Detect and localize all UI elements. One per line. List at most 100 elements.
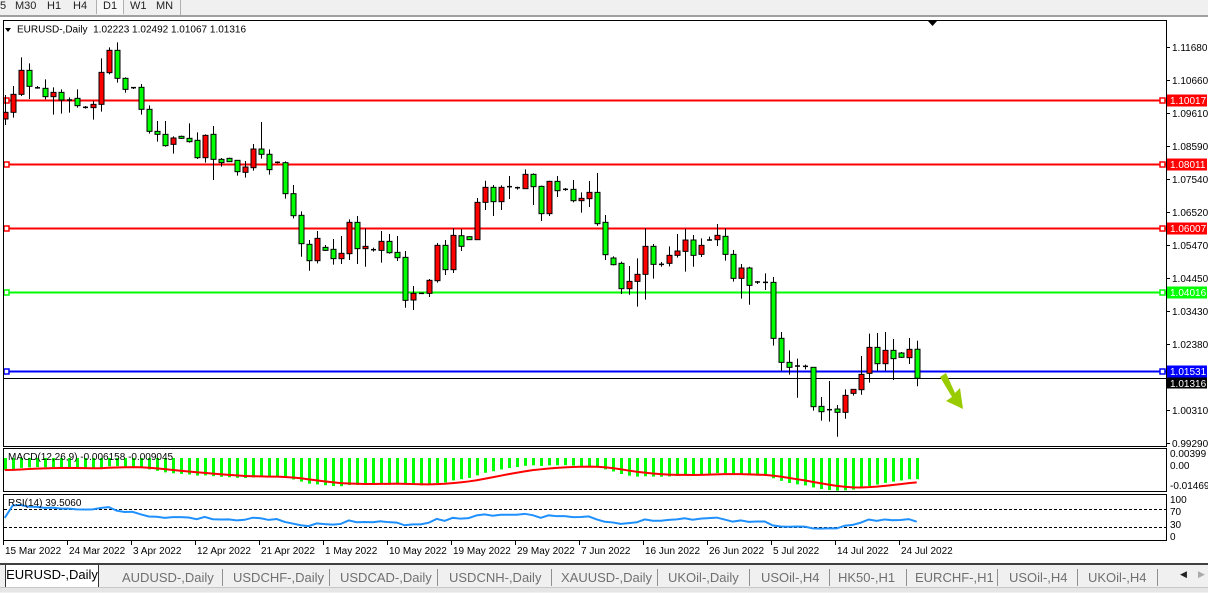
date-label: 29 May 2022	[517, 546, 575, 557]
candle	[170, 136, 177, 154]
candle-body	[42, 87, 49, 98]
level-price-label: 1.08011	[1170, 160, 1206, 171]
tab-usdcnh-daily[interactable]: USDCNH-,Daily	[449, 570, 542, 585]
level-handle[interactable]	[1159, 289, 1166, 296]
macd-bar	[420, 457, 423, 486]
level-handle[interactable]	[4, 161, 10, 168]
level-handle[interactable]	[1159, 225, 1166, 232]
timeframe-button-h4[interactable]: H4	[73, 0, 88, 12]
macd-bar	[516, 457, 519, 468]
candle	[834, 405, 841, 437]
chart-window[interactable]: 1.11680 1.10660 1.09610 1.08590 1.07540 1.065…	[0, 17, 1208, 563]
macd-bar	[76, 457, 79, 469]
candle-body	[458, 235, 465, 247]
level-handle[interactable]	[4, 97, 10, 104]
tab-usoil-h4-2[interactable]: USOil-,H4	[1009, 570, 1068, 585]
candle	[362, 228, 369, 267]
tab-ukoil-h4[interactable]: UKOil-,H4	[1088, 570, 1147, 585]
candle	[482, 180, 489, 210]
candle	[290, 185, 297, 219]
level-handle[interactable]	[1159, 161, 1166, 168]
candle-body	[490, 186, 497, 203]
macd-bar	[804, 457, 807, 486]
shift-marker-triangle-down-icon[interactable]	[928, 21, 937, 26]
timeframe-button-m30[interactable]: M30	[15, 0, 37, 12]
level-handle[interactable]	[4, 368, 10, 375]
macd-bar	[732, 457, 735, 475]
rsi-axis-70: 70	[1170, 507, 1182, 518]
macd-bar	[636, 457, 639, 477]
toolbar-separator	[180, 0, 181, 15]
tab-xauusd-daily[interactable]: XAUUSD-,Daily	[561, 570, 653, 585]
candle	[394, 236, 401, 262]
candle	[914, 340, 921, 387]
tab-hk50-h1[interactable]: HK50-,H1	[838, 570, 896, 585]
candle-body	[882, 349, 889, 365]
candle-body	[898, 352, 905, 358]
macd-bar	[676, 457, 679, 477]
candle-body	[90, 103, 97, 109]
candle	[786, 350, 793, 375]
timeframe-button-d1[interactable]: D1	[96, 0, 125, 14]
candle	[890, 339, 897, 381]
timeframe-button-m5[interactable]: 5	[0, 0, 7, 12]
candle	[178, 135, 185, 140]
candle-body	[602, 221, 609, 256]
timeframe-button-w1[interactable]: W1	[130, 0, 147, 12]
level-handle[interactable]	[4, 289, 10, 296]
candle	[154, 120, 161, 142]
current-price-tag	[1167, 377, 1207, 389]
candle-body	[554, 180, 561, 192]
macd-bar	[604, 457, 607, 470]
tab-usdcad-daily[interactable]: USDCAD-,Daily	[340, 570, 432, 585]
candle	[234, 159, 241, 176]
macd-bar	[908, 457, 911, 480]
macd-bar	[276, 457, 279, 478]
macd-bar	[460, 457, 463, 480]
level-price-label: 1.01531	[1170, 367, 1207, 378]
timeframe-button-h1[interactable]: H1	[47, 0, 62, 12]
current-price-tag-text: 1.01316	[1170, 379, 1207, 390]
candle	[338, 236, 345, 265]
tab-eurusd-daily[interactable]: EURUSD-,Daily	[5, 565, 99, 588]
candle-body	[538, 185, 545, 215]
level-handle[interactable]	[1159, 97, 1166, 104]
candle	[795, 358, 800, 398]
tab-separator	[1157, 569, 1158, 586]
candle-body	[330, 248, 337, 260]
timeframe-button-mn[interactable]: MN	[156, 0, 174, 12]
macd-bar	[236, 457, 239, 478]
price-axis-label: 1.06520	[1172, 208, 1208, 219]
tab-usdchf-daily[interactable]: USDCHF-,Daily	[233, 570, 324, 585]
tab-usoil-h4[interactable]: USOil-,H4	[761, 570, 820, 585]
candle-body	[530, 173, 537, 188]
candle	[146, 105, 153, 134]
candle-body	[58, 91, 65, 101]
candle-body	[426, 279, 433, 294]
candle	[67, 97, 72, 113]
candle	[538, 185, 545, 222]
down-arrow-icon[interactable]	[940, 373, 963, 409]
macd-bar	[284, 457, 287, 479]
level-handle[interactable]	[4, 225, 10, 232]
macd-bar	[844, 457, 847, 491]
tab-ukoil-daily[interactable]: UKOil-,Daily	[668, 570, 739, 585]
triangle-down-icon[interactable]	[5, 28, 11, 32]
scroll-left-icon[interactable]: ◀	[1180, 569, 1187, 579]
candle	[507, 176, 512, 200]
scroll-right-icon[interactable]: ▶	[1198, 569, 1205, 579]
candle-body	[434, 244, 441, 282]
price-axis-label: 0.99290	[1172, 439, 1208, 450]
macd-bar	[452, 457, 455, 481]
candle	[666, 246, 673, 267]
candle-body	[666, 254, 673, 264]
macd-bar	[372, 457, 375, 485]
tab-eurchf-h1[interactable]: EURCHF-,H1	[915, 570, 994, 585]
candle-body	[874, 346, 881, 365]
candle	[722, 228, 729, 261]
tab-audusd-daily[interactable]: AUDUSD-,Daily	[122, 570, 214, 585]
candle-body	[410, 292, 417, 301]
level-handle[interactable]	[1159, 368, 1166, 375]
candle-body	[170, 137, 177, 145]
macd-bar	[716, 457, 719, 474]
